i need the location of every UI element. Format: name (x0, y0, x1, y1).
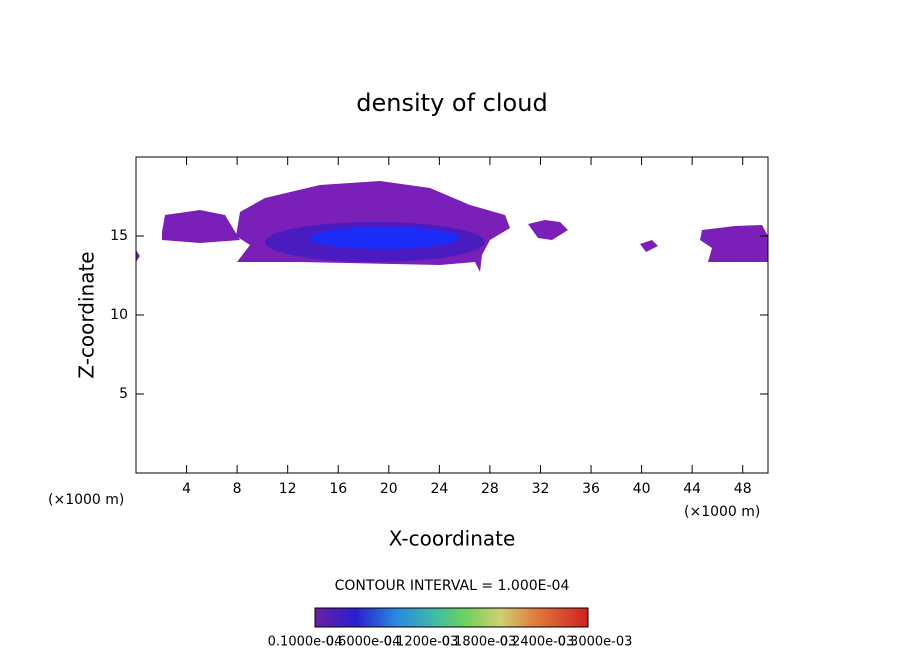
x-tick-label: 36 (582, 481, 600, 497)
cloud-region (136, 250, 140, 262)
y-axis-label: Z-coordinate (75, 251, 99, 378)
x-tick-label: 16 (329, 481, 347, 497)
colorbar (314, 607, 589, 628)
x-axis-label: X-coordinate (389, 527, 516, 551)
x-tick-label: 44 (683, 481, 701, 497)
colorbar-label: 0.6000e-04 (326, 635, 401, 650)
x-tick-label: 20 (380, 481, 398, 497)
colorbar-label: 0.1800e-03 (442, 635, 517, 650)
x-tick-label: 8 (233, 481, 242, 497)
cloud-region (162, 210, 240, 243)
x-tick-label: 4 (182, 481, 191, 497)
x-unit: (×1000 m) (684, 504, 760, 520)
cloud-region (640, 240, 658, 252)
x-tick-label: 40 (633, 481, 651, 497)
x-unit: (×1000 m) (48, 492, 124, 508)
contour-interval: CONTOUR INTERVAL = 1.000E-04 (335, 578, 570, 594)
x-tick-label: 48 (734, 481, 752, 497)
cloud-region (528, 220, 568, 240)
y-tick-label: 5 (119, 386, 128, 402)
x-tick-label: 12 (279, 481, 297, 497)
colorbar-label: 0.3000e-03 (558, 635, 633, 650)
colorbar-label: 0.1200e-03 (384, 635, 459, 650)
colorbar-label: 0.1000e-04 (268, 635, 343, 650)
cloud-region (700, 225, 768, 262)
x-tick-label: 24 (430, 481, 448, 497)
cloud-field (136, 181, 768, 272)
y-tick-label: 15 (110, 228, 128, 244)
x-tick-label: 32 (532, 481, 550, 497)
x-tick-label: 28 (481, 481, 499, 497)
cloud-core (310, 227, 460, 249)
chart-title: density of cloud (356, 89, 547, 117)
y-tick-label: 10 (110, 307, 128, 323)
colorbar-label: 0.2400e-03 (500, 635, 575, 650)
